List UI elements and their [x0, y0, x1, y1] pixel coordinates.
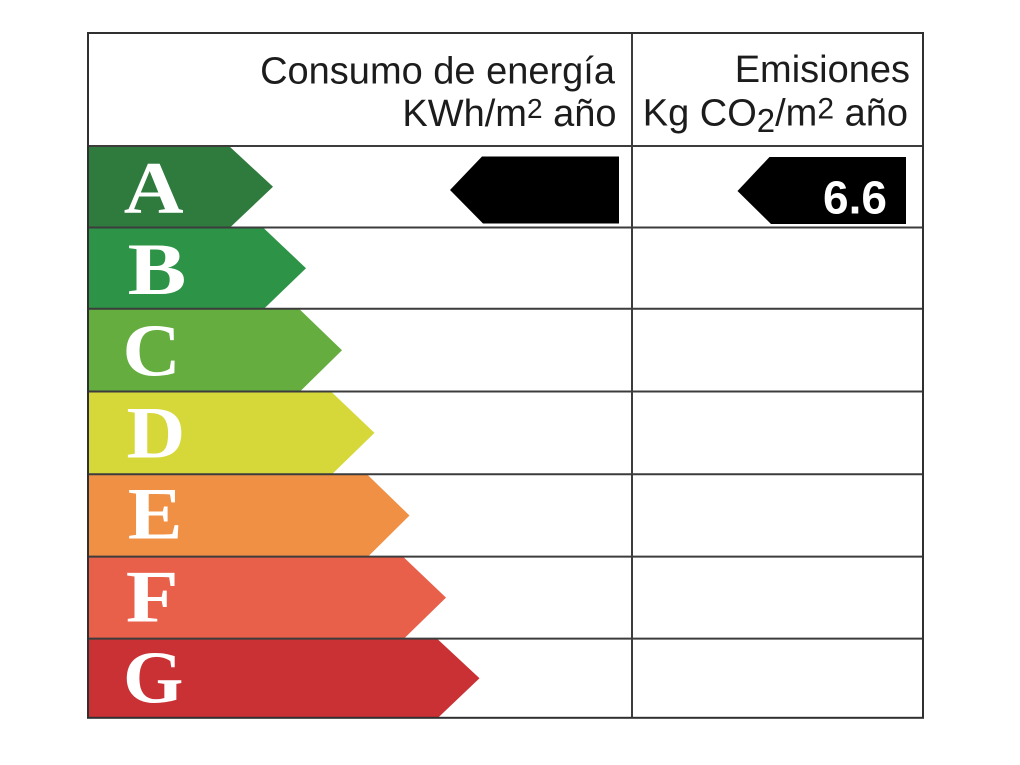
svg-text:F: F: [126, 556, 179, 638]
svg-text:B: B: [128, 228, 187, 310]
svg-text:E: E: [128, 472, 183, 554]
svg-text:6.6: 6.6: [823, 172, 887, 224]
svg-text:KWh/m2 año: KWh/m2 año: [402, 93, 616, 135]
svg-text:Consumo de energía: Consumo de energía: [260, 51, 616, 93]
svg-text:Emisiones: Emisiones: [735, 49, 910, 91]
svg-text:D: D: [127, 392, 186, 474]
svg-text:C: C: [123, 309, 181, 391]
svg-text:A: A: [124, 146, 184, 228]
svg-text:Kg CO2/m2 año: Kg CO2/m2 año: [643, 93, 908, 140]
svg-text:G: G: [123, 637, 183, 719]
